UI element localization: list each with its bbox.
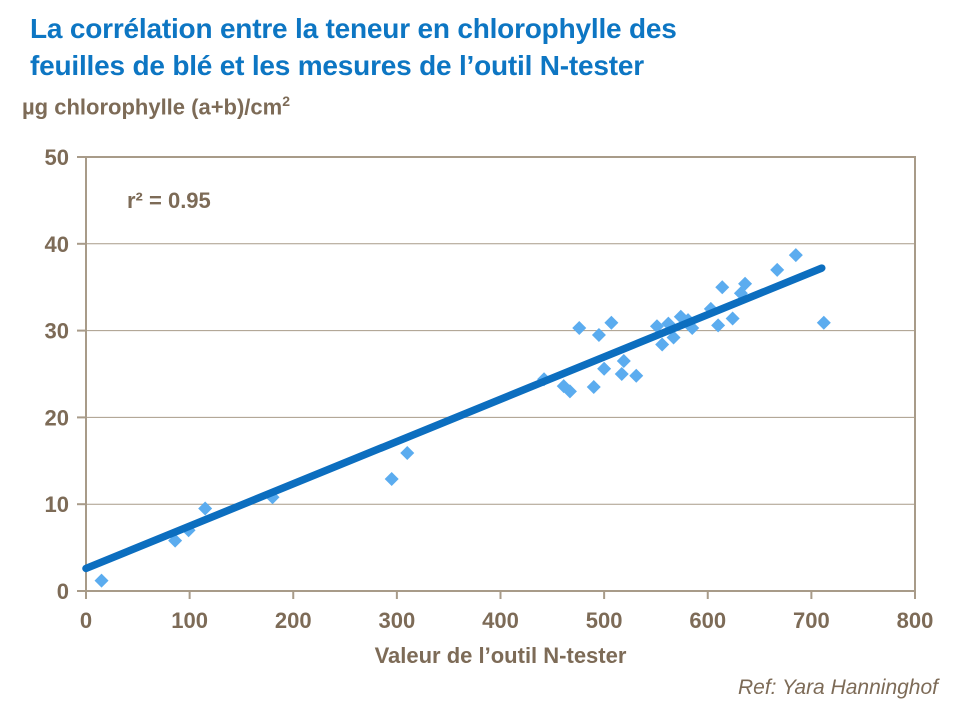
x-tick-label: 700 <box>793 608 830 633</box>
y-tick-label: 40 <box>45 232 69 257</box>
data-point <box>591 327 606 342</box>
x-tick-label: 0 <box>80 608 92 633</box>
data-point <box>586 380 601 395</box>
reference-credit: Ref: Yara Hanninghof <box>737 676 938 699</box>
data-point <box>715 280 730 295</box>
x-tick-label: 400 <box>482 608 519 633</box>
data-point <box>816 315 831 330</box>
x-tick-label: 300 <box>379 608 416 633</box>
plot-border <box>85 156 916 592</box>
data-point <box>655 337 670 352</box>
data-point <box>94 573 109 588</box>
trendline <box>82 264 826 573</box>
x-tick-label: 200 <box>275 608 312 633</box>
page-title: La corrélation entre la teneur en chloro… <box>30 10 677 84</box>
data-point <box>597 361 612 376</box>
x-tick-label: 800 <box>897 608 934 633</box>
data-point <box>725 311 740 326</box>
data-point <box>711 318 726 333</box>
data-point <box>400 445 415 460</box>
data-point <box>198 501 213 516</box>
data-point <box>629 368 644 383</box>
data-point <box>738 276 753 291</box>
data-point <box>770 262 785 277</box>
y-tick-label: 50 <box>45 145 69 170</box>
y-axis-unit-label: µg chlorophylle (a+b)/cm2 <box>22 93 290 120</box>
data-point <box>788 248 803 263</box>
y-tick-label: 20 <box>45 405 69 430</box>
y-tick-label: 0 <box>57 579 69 604</box>
page-title-line2: feuilles de blé et les mesures de l’outi… <box>30 50 644 81</box>
x-axis-title: Valeur de l’outil N-tester <box>374 643 627 668</box>
data-point <box>384 472 399 487</box>
data-point <box>562 384 577 399</box>
x-tick-label: 600 <box>689 608 726 633</box>
data-point <box>572 320 587 335</box>
y-tick-label: 30 <box>45 319 69 344</box>
data-point <box>616 353 631 368</box>
data-point <box>649 319 664 334</box>
data-point <box>604 315 619 330</box>
y-axis-unit-superscript: 2 <box>282 93 291 109</box>
y-tick-label: 10 <box>45 492 69 517</box>
x-tick-label: 500 <box>586 608 623 633</box>
page-title-line1: La corrélation entre la teneur en chloro… <box>30 13 677 44</box>
data-point <box>614 367 629 381</box>
x-tick-label: 100 <box>171 608 208 633</box>
y-axis-unit-text: µg chlorophylle (a+b)/cm <box>22 94 283 120</box>
r-squared-annotation: r² = 0.95 <box>127 188 211 213</box>
